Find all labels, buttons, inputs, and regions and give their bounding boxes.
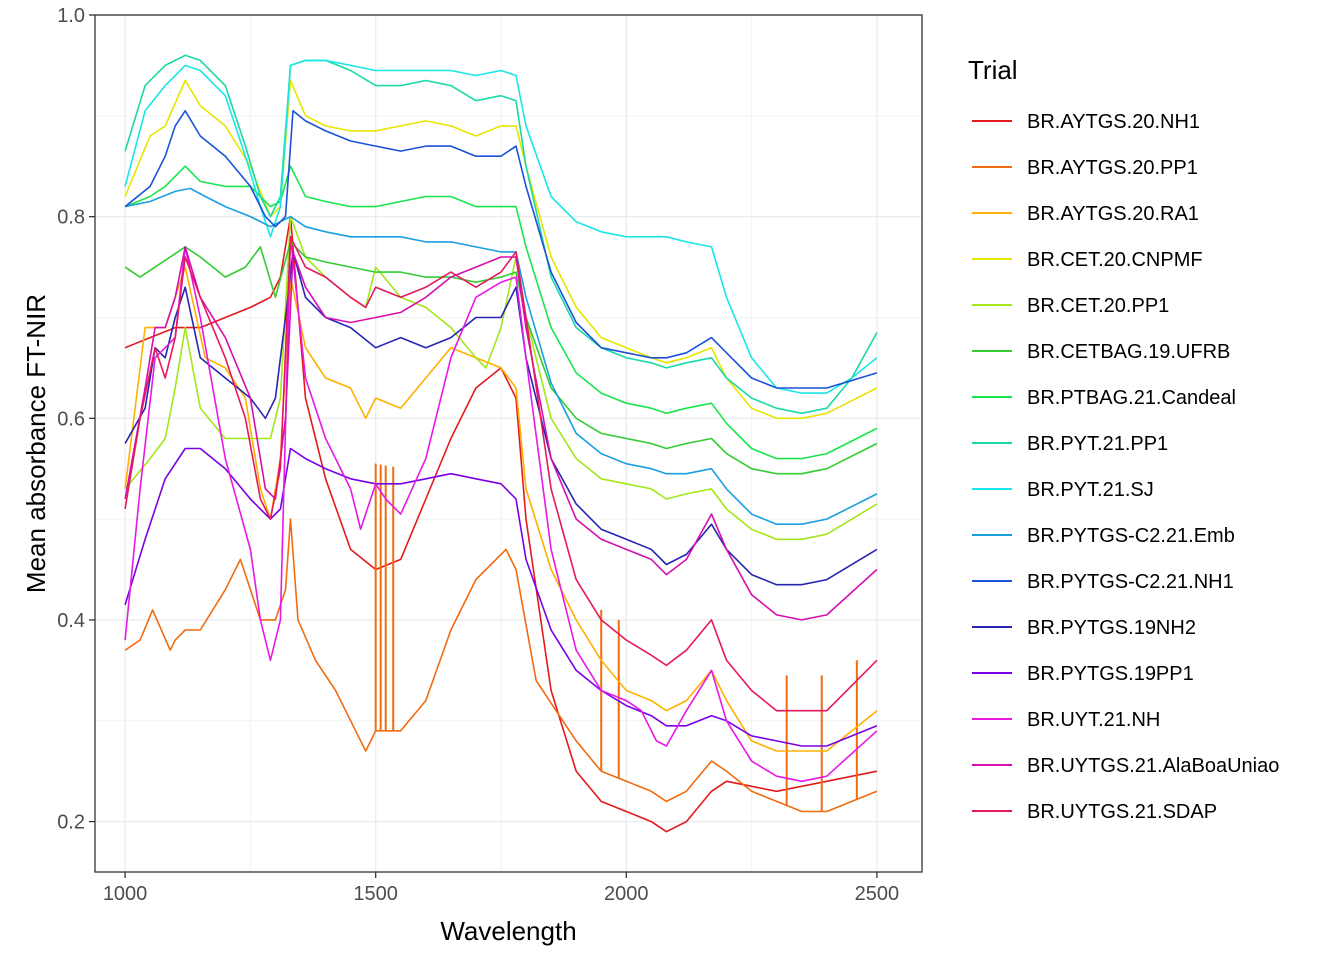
y-tick-label: 0.2 [57,812,85,834]
series-line-12 [124,447,878,747]
x-tick-label: 2000 [604,883,649,905]
series-line-10 [124,110,878,389]
y-tick-label: 0.4 [57,610,85,632]
legend-label-2: BR.AYTGS.20.RA1 [1027,203,1199,225]
grid [95,14,922,872]
y-tick-label: 0.8 [57,207,85,229]
legend-label-12: BR.PYTGS.19PP1 [1027,663,1194,685]
series-line-9 [124,187,878,525]
series-line-7 [124,54,878,415]
series-line-4 [124,215,878,541]
series-line-3 [124,79,878,420]
x-axis-title: Wavelength [440,916,576,946]
x-tick-label: 1500 [353,883,398,905]
legend-label-10: BR.PYTGS-C2.21.NH1 [1027,571,1234,593]
y-tick-label: 0.6 [57,408,85,430]
legend-label-15: BR.UYTGS.21.SDAP [1027,801,1217,823]
legend-items: BR.AYTGS.20.NH1 BR.AYTGS.20.PP1 BR.AYTGS.2… [972,111,1279,823]
legend-label-0: BR.AYTGS.20.NH1 [1027,111,1200,133]
legend-title: Trial [968,55,1018,85]
legend-label-14: BR.UYTGS.21.AlaBoaUniao [1027,755,1279,777]
series-line-6 [124,165,878,460]
series-line-11 [124,251,878,586]
legend-label-11: BR.PYTGS.19NH2 [1027,617,1196,639]
y-axis-title: Mean absorbance FT-NIR [21,294,51,593]
series-line-1 [124,518,878,813]
x-tick-label: 1000 [103,883,148,905]
legend-label-9: BR.PYTGS-C2.21.Emb [1027,525,1235,547]
series-line-13 [124,236,878,783]
axes: 0.2 0.4 0.6 0.8 1.0 1000 1500 2000 2500 [57,5,899,905]
legend-label-4: BR.CET.20.PP1 [1027,295,1169,317]
series-line-8 [124,59,878,394]
series-line-14 [124,246,878,621]
legend-label-1: BR.AYTGS.20.PP1 [1027,157,1198,179]
legend: Trial BR.AYTGS.20.NH1BR.AYTGS.20.PP1BR.A… [968,55,1279,823]
plot-panel-border [94,14,923,873]
legend-label-6: BR.PTBAG.21.Candeal [1027,387,1236,409]
legend-label-8: BR.PYT.21.SJ [1027,479,1154,501]
x-tick-label: 2500 [855,883,900,905]
legend-label-7: BR.PYT.21.PP1 [1027,433,1168,455]
legend-label-13: BR.UYT.21.NH [1027,709,1160,731]
legend-label-3: BR.CET.20.CNPMF [1027,249,1203,271]
series-line-15 [124,236,878,712]
y-tick-label: 1.0 [57,5,85,27]
legend-label-5: BR.CETBAG.19.UFRB [1027,341,1230,363]
series-lines [124,54,878,833]
series-line-0 [124,215,878,833]
